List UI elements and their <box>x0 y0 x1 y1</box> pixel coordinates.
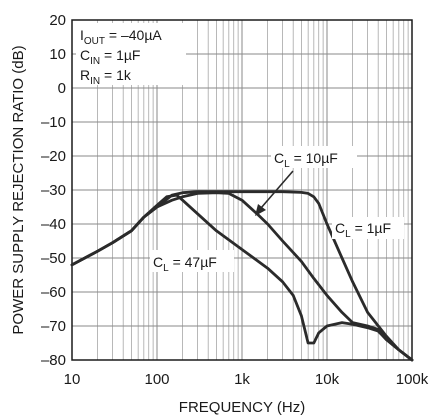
label-c10: CL = 10µF <box>271 146 357 170</box>
plot-frame <box>71 19 413 361</box>
condition-rin: RIN = 1k <box>80 67 132 87</box>
y-tick-label: –50 <box>41 250 66 267</box>
y-tick-label: –10 <box>41 114 66 131</box>
y-tick-label: –70 <box>41 318 66 335</box>
y-tick-label: 0 <box>58 80 66 97</box>
label-c1: CL = 1µF <box>332 217 404 240</box>
condition-iout: IOUT = –40µA <box>80 27 162 47</box>
y-tick-label: 10 <box>49 46 66 63</box>
y-tick-label: –30 <box>41 182 66 199</box>
x-tick-label: 100 <box>144 371 169 388</box>
x-tick-label: 10k <box>315 371 340 388</box>
series-line-c47 <box>70 193 414 362</box>
series-label-cl-10uf: CL = 10µF <box>274 150 338 170</box>
condition-cin: CIN = 1µF <box>80 47 140 67</box>
conditions-annotation: IOUT = –40µA CIN = 1µF RIN = 1k <box>76 23 186 87</box>
y-tick-label: –80 <box>41 352 66 369</box>
y-tick-label: –20 <box>41 148 66 165</box>
x-tick-labels: 10 100 1k 10k 100k <box>64 371 429 388</box>
x-tick-label: 100k <box>396 371 429 388</box>
y-tick-labels: 20 10 0 –10 –20 –30 –40 –50 –60 –70 –80 <box>41 12 66 369</box>
series-label-cl-47uf: CL = 47µF <box>153 254 217 274</box>
y-tick-label: –40 <box>41 216 66 233</box>
x-tick-label: 1k <box>234 371 250 388</box>
y-tick-label: –60 <box>41 284 66 301</box>
arrow-c10 <box>260 170 294 209</box>
series-label-cl-1uf: CL = 1µF <box>335 220 391 240</box>
arrowhead-c10 <box>255 204 266 216</box>
x-axis-label: FREQUENCY (Hz) <box>179 399 305 416</box>
y-axis-label: POWER SUPPLY REJECTION RATIO (dB) <box>10 45 27 334</box>
y-tick-label: 20 <box>49 12 66 29</box>
label-c47: CL = 47µF <box>150 250 234 274</box>
x-tick-label: 10 <box>64 371 81 388</box>
